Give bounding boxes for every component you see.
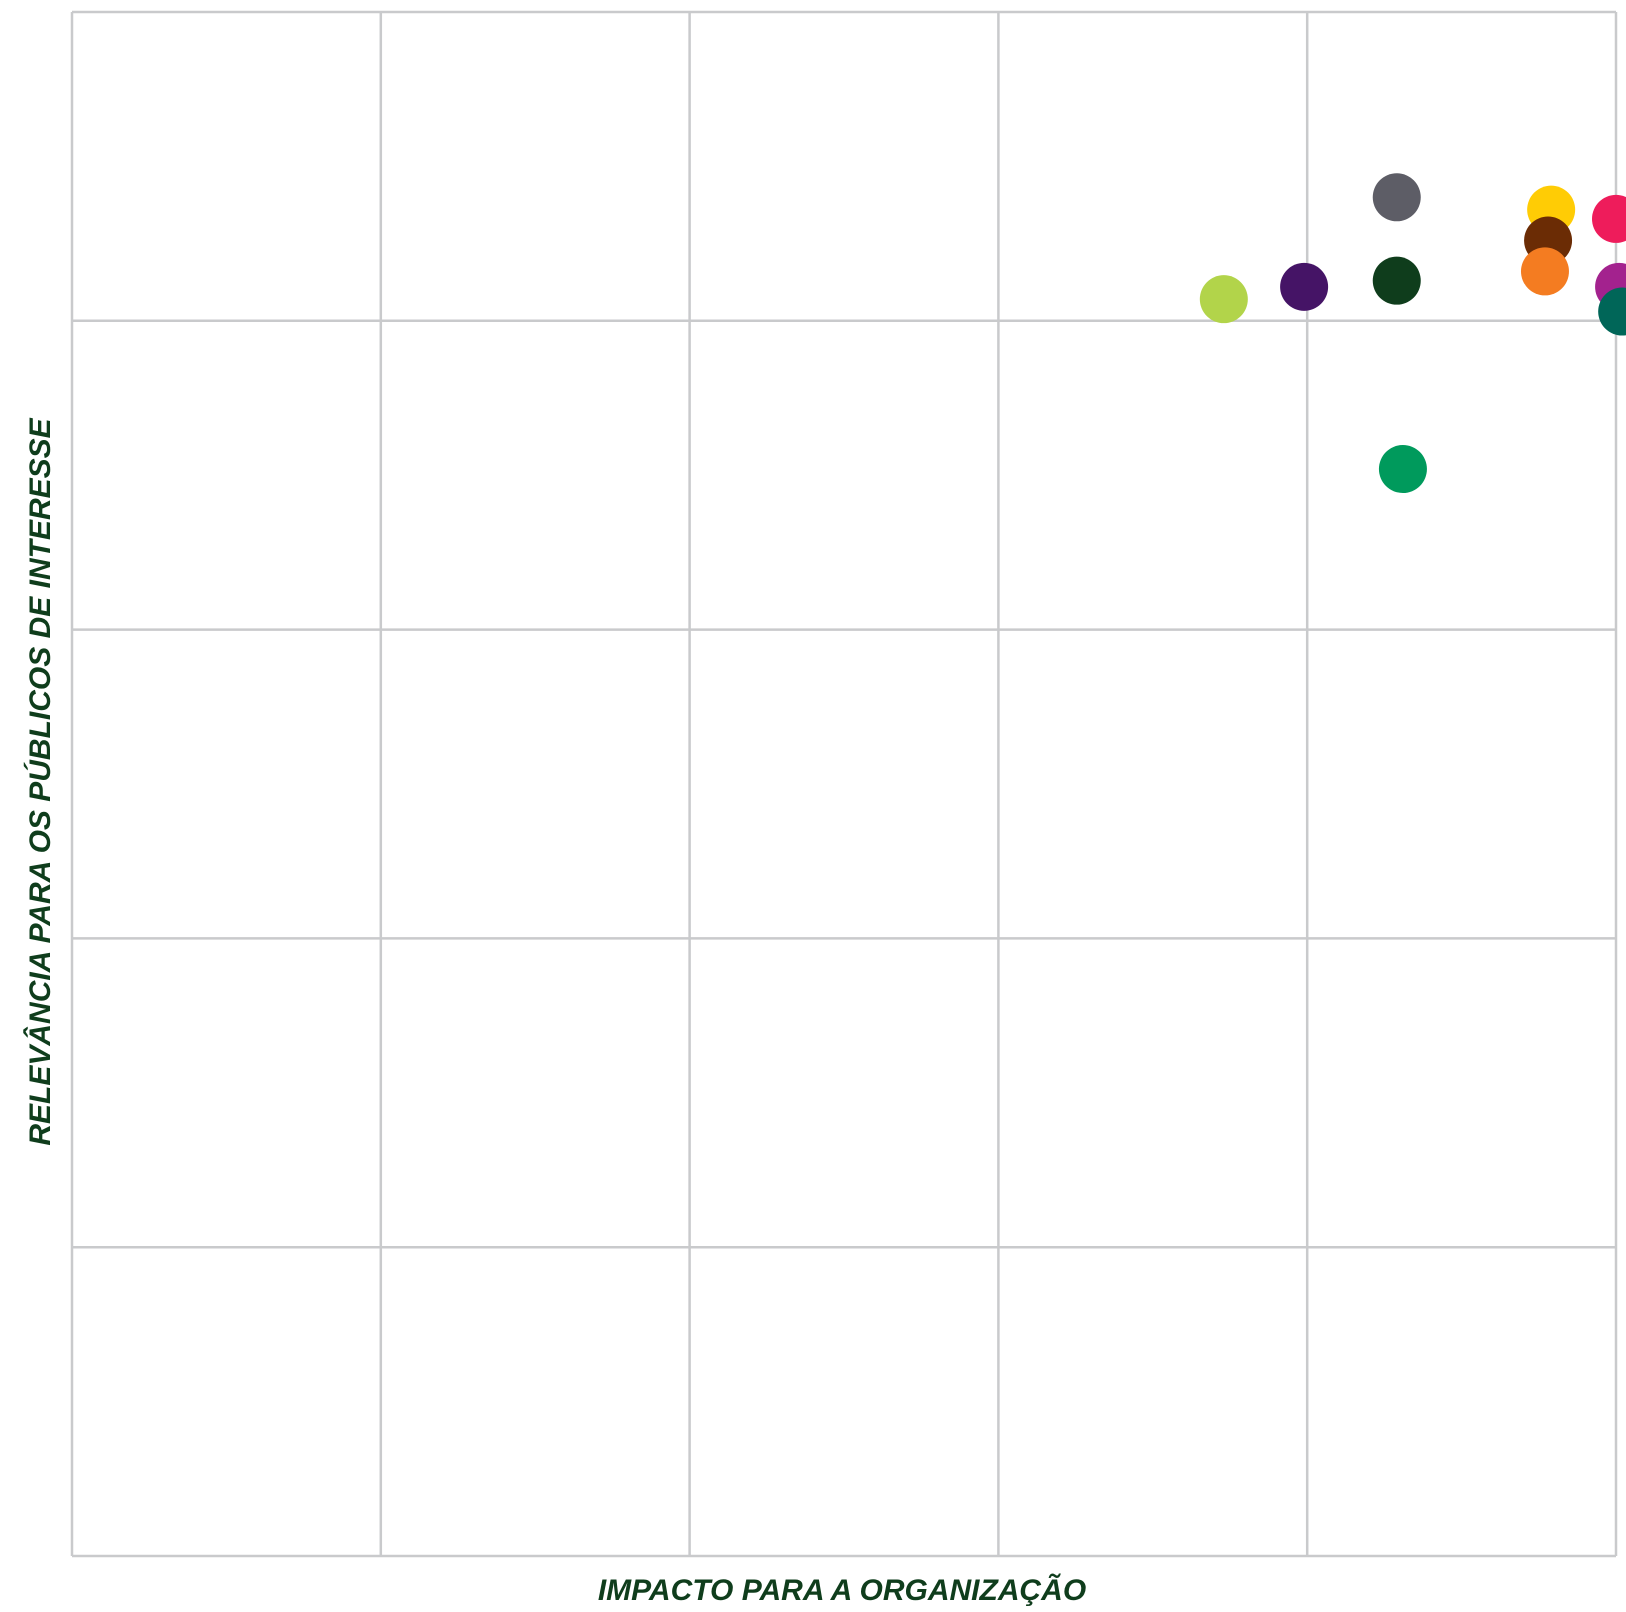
y-axis-label: RELEVÂNCIA PARA OS PÚBLICOS DE INTERESSE (23, 417, 57, 1145)
scatter-point (1199, 275, 1248, 324)
scatter-point (1520, 247, 1569, 296)
chart-grid (70, 10, 1618, 1558)
x-axis-label: IMPACTO PARA A ORGANIZAÇÃO (598, 1573, 1086, 1607)
data-points (1199, 173, 1626, 494)
scatter-point (1592, 194, 1626, 243)
scatter-point (1280, 262, 1329, 311)
scatter-point (1372, 173, 1421, 222)
scatter-point (1372, 256, 1421, 305)
scatter-point (1378, 445, 1427, 494)
scatter-point (1598, 287, 1626, 336)
